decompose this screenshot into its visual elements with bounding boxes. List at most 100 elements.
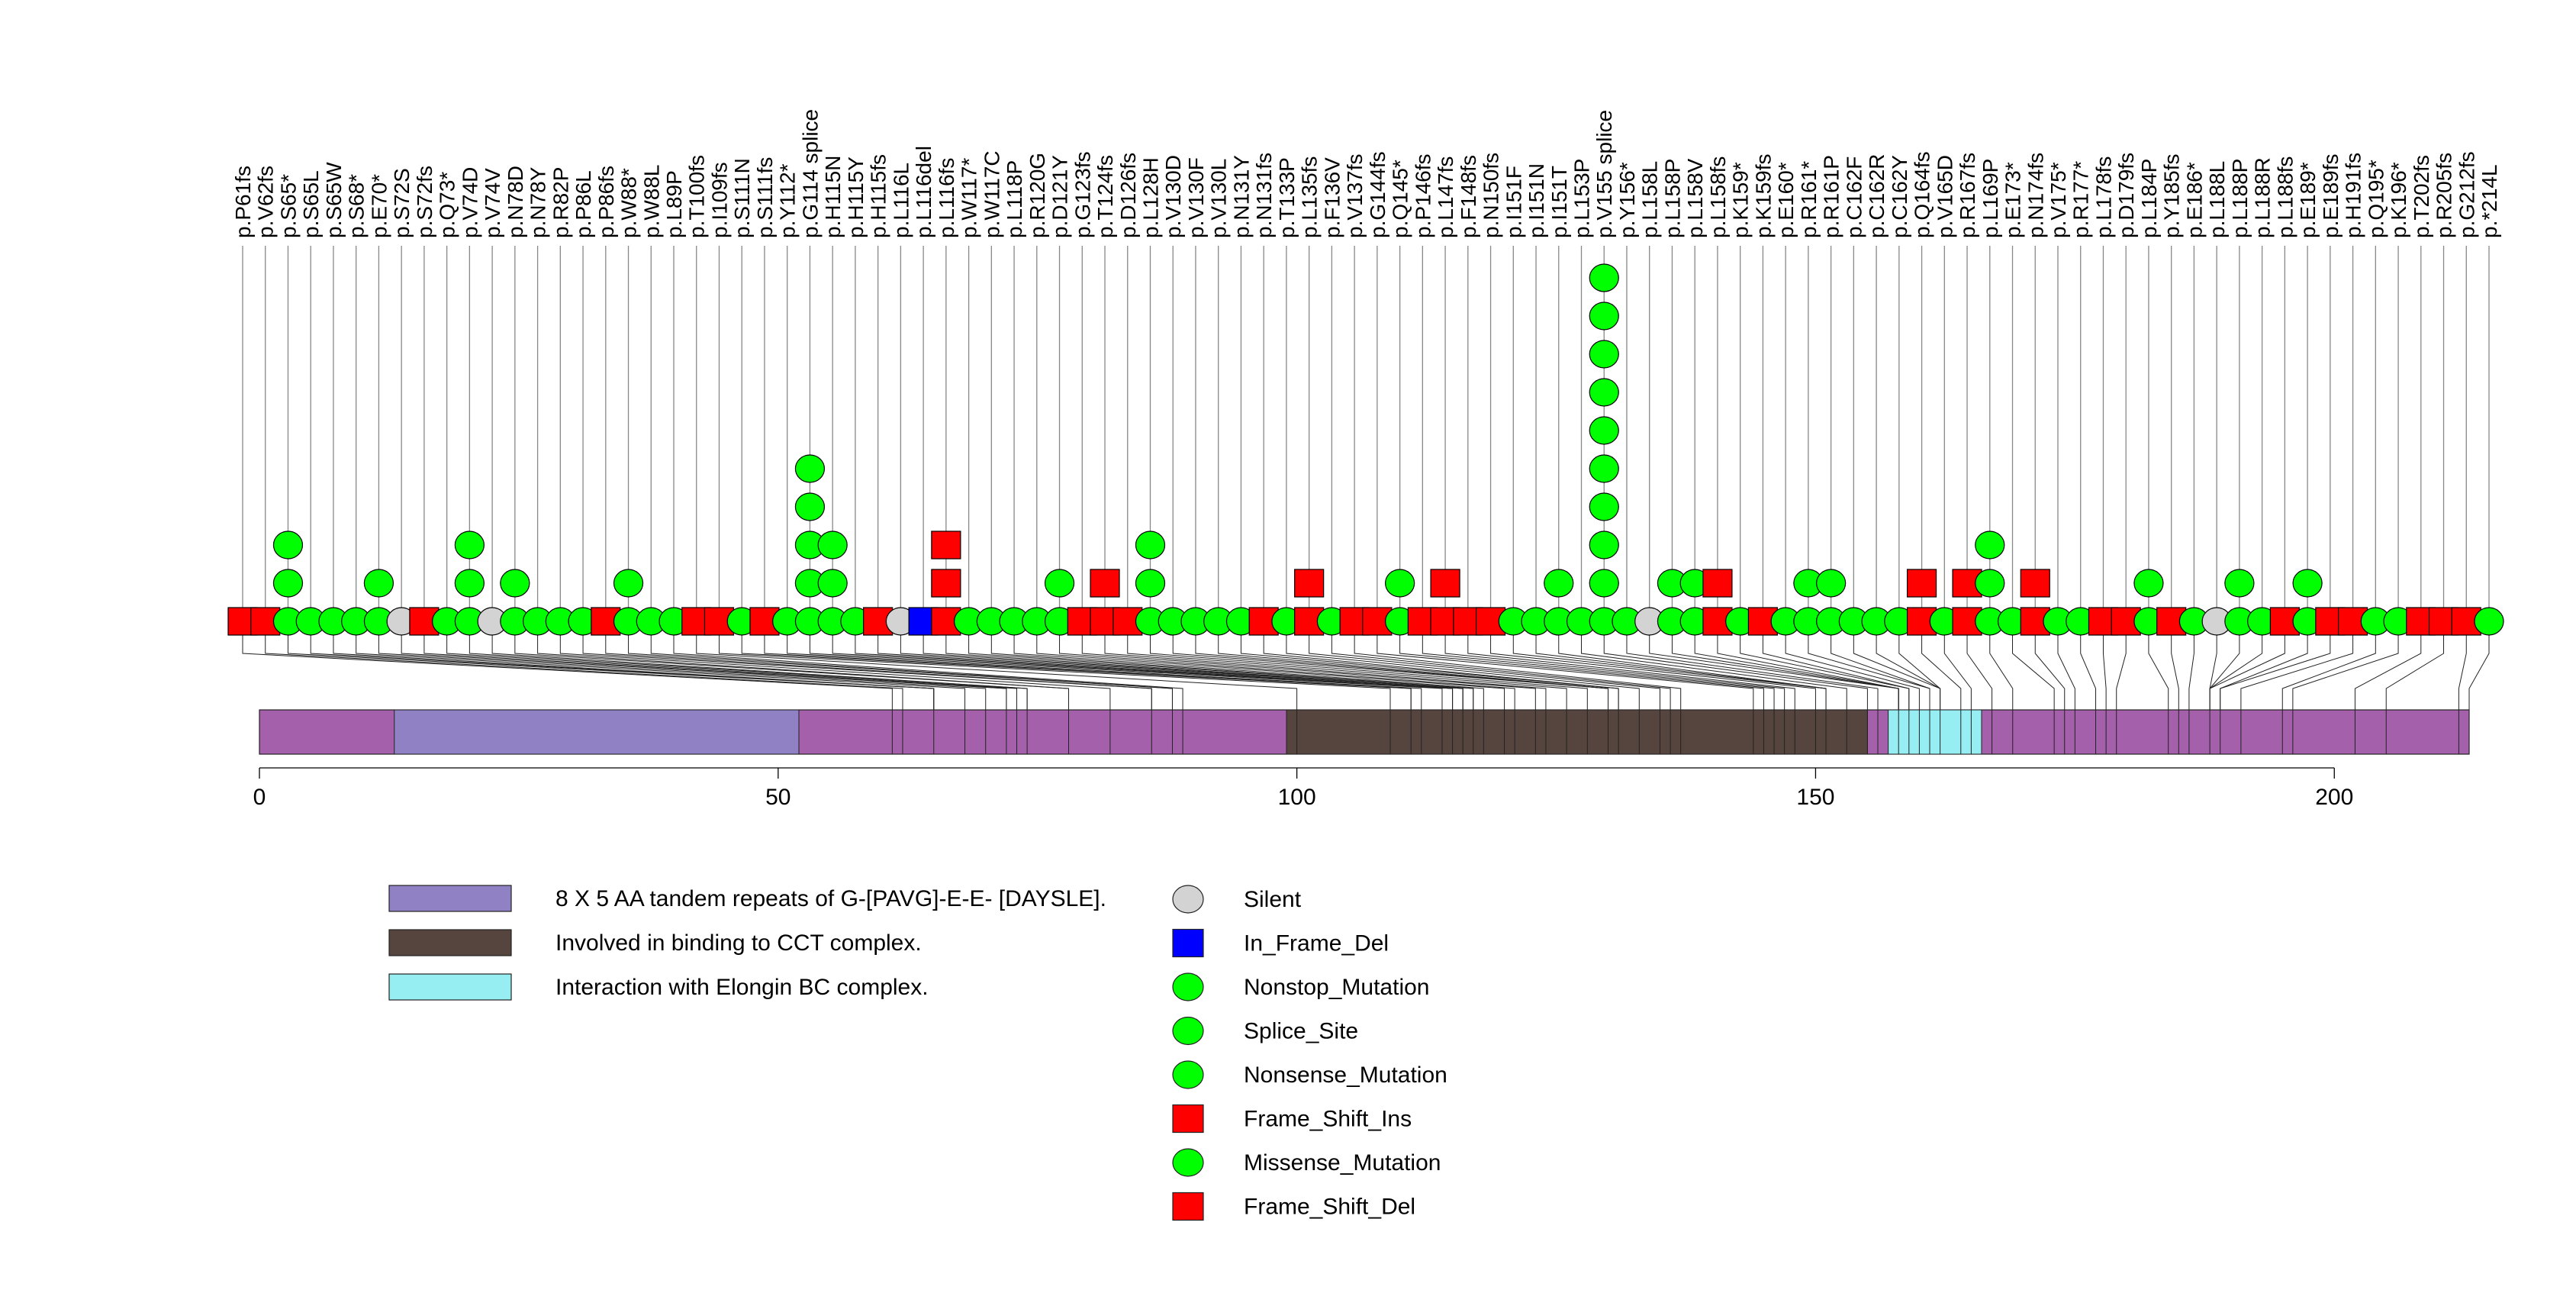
legend-type-label: Splice_Site xyxy=(1244,1019,1358,1044)
stacked-mutation-marker xyxy=(1294,569,1325,598)
leader-line xyxy=(1104,621,1547,710)
leader-line xyxy=(1717,621,1899,710)
mutation-label: p.Q195* xyxy=(2364,160,2388,238)
stacked-mutation-marker xyxy=(1589,492,1619,521)
leader-line xyxy=(2385,621,2445,710)
mutation-label: p.E189fs xyxy=(2319,153,2343,238)
mutation-label: p.I151F xyxy=(1502,166,1525,238)
mutation-label: p.Q145* xyxy=(1389,160,1412,238)
leader-line xyxy=(650,621,1173,710)
mutation-label: p.I151N xyxy=(1525,163,1548,238)
stacked-mutation-marker xyxy=(1044,569,1075,598)
leader-line xyxy=(1898,621,1941,710)
mutation-label: p.F148fs xyxy=(1457,155,1480,238)
legend-type-swatch xyxy=(1172,972,1204,1001)
leader-line xyxy=(1059,621,1515,710)
leader-line xyxy=(1127,621,1567,710)
leader-line xyxy=(1467,621,1795,710)
leader-line xyxy=(718,621,1391,710)
leader-line xyxy=(2171,621,2179,710)
leader-line xyxy=(265,621,903,710)
stacked-mutation-marker xyxy=(272,569,304,598)
legend-type-label: In_Frame_Del xyxy=(1244,931,1389,956)
leader-line xyxy=(673,621,1183,710)
stacked-mutation-marker xyxy=(2020,569,2050,598)
mutation-label: p.C162Y xyxy=(1888,155,1911,238)
leader-line xyxy=(2468,621,2490,710)
leader-line xyxy=(491,621,1028,710)
x-tick-label: 0 xyxy=(253,785,266,810)
mutation-label: p.H115Y xyxy=(844,156,868,238)
stacked-mutation-marker xyxy=(794,492,826,521)
leader-line xyxy=(1331,621,1671,710)
stacked-mutation-marker xyxy=(500,569,530,598)
stacked-markers xyxy=(272,263,2323,598)
x-tick-label: 150 xyxy=(1796,785,1834,810)
mutation-label: p.C162F xyxy=(1842,156,1866,238)
stacked-mutation-marker xyxy=(1430,569,1460,598)
leader-line xyxy=(1785,621,1920,710)
mutation-label: p.E173* xyxy=(2001,162,2025,238)
stacked-mutation-marker xyxy=(1589,263,1619,292)
x-axis: 0 50 100 150 200 xyxy=(253,767,2353,810)
leader-line xyxy=(559,621,1111,710)
legend-type-label: Nonsense_Mutation xyxy=(1244,1063,1447,1088)
x-tick-label: 100 xyxy=(1278,785,1316,810)
mutation-label: p.Q164fs xyxy=(1911,151,1934,238)
mutation-label: p.W117C xyxy=(980,150,1003,238)
mutation-label: p.G123fs xyxy=(1071,151,1094,238)
domain-3 xyxy=(1888,709,1982,755)
mutation-label: p.T100fs xyxy=(685,155,709,238)
mutation-label: p.L135fs xyxy=(1298,156,1322,238)
stacked-mutation-marker xyxy=(817,531,848,560)
mutation-label: p.R120G xyxy=(1026,153,1049,238)
mutation-label: p.R167fs xyxy=(1956,153,1979,238)
leader-line xyxy=(877,621,1454,710)
mutation-label: p.R161* xyxy=(1797,161,1821,238)
leader-line xyxy=(2012,621,2055,710)
x-tick-label: 50 xyxy=(765,785,791,810)
lollipop-stems xyxy=(242,246,2490,621)
stacked-mutation-marker xyxy=(2292,569,2323,598)
mutation-label: p.K159* xyxy=(1729,162,1753,238)
leader-line xyxy=(2080,621,2097,710)
mutation-label: p.N131Y xyxy=(1229,155,1253,238)
leader-line xyxy=(1422,621,1775,710)
mutation-label: p.L188R xyxy=(2251,157,2275,238)
mutation-label: p.L89P xyxy=(662,170,686,238)
mutation-label: p.L169P xyxy=(1979,159,2002,238)
legend-domain-swatch xyxy=(388,885,512,912)
mutation-label: p.R161P xyxy=(1820,155,1843,238)
stacked-mutation-marker xyxy=(1975,531,2005,560)
mutation-label: p.V130F xyxy=(1184,157,1208,238)
mutation-label: p.W88* xyxy=(617,168,641,238)
legend-domain-label: 8 X 5 AA tandem repeats of G-[PAVG]-E-E-… xyxy=(555,886,1106,911)
leader-line xyxy=(1490,621,1816,710)
mutation-label: p.S72fs xyxy=(413,166,436,238)
stacked-mutation-marker xyxy=(931,569,961,598)
leader-line xyxy=(1921,621,1962,710)
leader-line xyxy=(1218,621,1609,710)
leader-line xyxy=(446,621,1018,710)
leader-line xyxy=(537,621,1070,710)
leader-line xyxy=(423,621,1007,710)
stacked-mutation-marker xyxy=(1385,569,1415,598)
mutation-label: p.G212fs xyxy=(2455,151,2478,238)
legend-domain-swatch xyxy=(388,973,512,1001)
stacked-mutation-marker xyxy=(363,569,394,598)
legend-domain-swatch xyxy=(388,929,512,956)
mutation-label: p.L116del xyxy=(912,146,935,238)
leader-line xyxy=(2354,621,2422,710)
baseline-markers xyxy=(227,607,2504,636)
leader-line xyxy=(2292,621,2399,710)
domain-2 xyxy=(1286,709,1868,755)
mutation-label: p.L158L xyxy=(1638,161,1662,238)
leader-line xyxy=(809,621,1443,710)
stacked-mutation-marker xyxy=(931,531,961,560)
mutation-label: p.E189* xyxy=(2296,162,2320,238)
leader-line xyxy=(356,621,966,710)
mutation-label: p.L188P xyxy=(2228,159,2252,238)
mutation-label: p.V74V xyxy=(481,168,504,238)
leader-line xyxy=(2102,621,2107,710)
stacked-mutation-marker xyxy=(1589,454,1619,483)
